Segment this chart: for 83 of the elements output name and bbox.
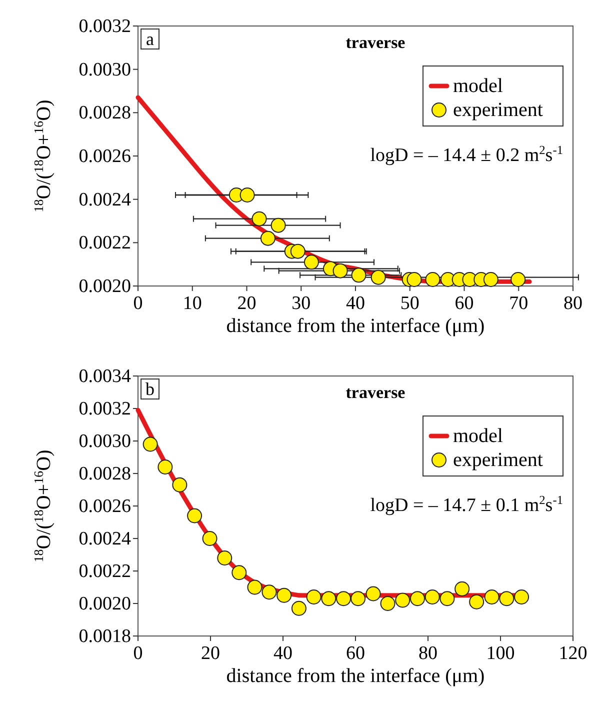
point — [424, 590, 440, 604]
x-axis-title: distance from the interface (μm) — [226, 315, 485, 337]
x-tick-label: 70 — [509, 293, 528, 314]
y-tick-label: 0.0032 — [78, 398, 131, 420]
x-tick-label: 60 — [346, 643, 365, 664]
point — [351, 268, 366, 283]
point — [247, 580, 262, 595]
y-tick-label: 0.0024 — [78, 189, 132, 210]
point — [262, 584, 277, 600]
point — [290, 244, 306, 259]
point — [321, 591, 336, 606]
x-tick-label: 20 — [201, 643, 220, 664]
point — [395, 592, 410, 608]
x-tick-label: 50 — [400, 293, 420, 314]
y-tick-label: 0.0018 — [78, 626, 131, 647]
legend-label: experiment — [453, 449, 544, 471]
point — [514, 590, 530, 604]
point — [469, 594, 484, 610]
point — [276, 588, 292, 603]
point — [406, 272, 422, 287]
y-tick-label: 0.0020 — [78, 594, 131, 614]
point — [336, 591, 352, 606]
annotation: b — [146, 379, 154, 399]
y-tick-label: 0.0026 — [78, 146, 131, 167]
point — [350, 591, 366, 606]
point — [304, 254, 319, 270]
point — [252, 211, 267, 226]
legend-label: model — [453, 75, 504, 97]
point — [240, 188, 255, 202]
x-tick-label: 60 — [454, 293, 474, 314]
point — [332, 263, 348, 278]
x-tick-label: 10 — [182, 293, 202, 314]
y-tick-label: 0.0026 — [78, 496, 131, 517]
x-tick-label: 80 — [564, 293, 582, 314]
y-tick-label: 0.0030 — [78, 59, 131, 80]
y-tick-label: 0.0028 — [78, 464, 131, 484]
point — [366, 586, 381, 602]
point — [217, 550, 232, 566]
y-tick-label: 0.0034 — [78, 366, 132, 387]
annotation: logD = – 14.7 ± 0.1 m$^{2}$s$^{-1}$ — [370, 493, 563, 516]
y-tick-label: 0.0032 — [78, 16, 131, 37]
x-tick-label: 20 — [237, 293, 256, 314]
x-tick-label: 100 — [486, 643, 515, 664]
point — [440, 591, 455, 606]
point — [410, 591, 425, 606]
point — [380, 596, 396, 611]
point — [483, 272, 498, 287]
y-tick-label: 0.0030 — [78, 431, 131, 452]
point — [291, 600, 306, 616]
x-axis-title: distance from the interface (μm) — [226, 665, 485, 687]
y-tick-label: 0.0022 — [78, 561, 131, 582]
point — [306, 590, 322, 604]
x-tick-label: 40 — [346, 293, 365, 314]
legend-label: experiment — [453, 99, 544, 121]
chart-title: traverse — [346, 33, 406, 52]
x-tick-label: 0 — [133, 643, 143, 664]
x-tick-label: 30 — [292, 293, 311, 314]
point — [484, 590, 500, 604]
annotation: a — [146, 29, 154, 49]
x-tick-label: 120 — [558, 643, 588, 664]
point — [232, 565, 247, 580]
y-tick-label: 0.0022 — [78, 232, 131, 254]
x-tick-label: 0 — [133, 293, 143, 314]
point — [425, 272, 440, 287]
legend-label: model — [453, 425, 504, 447]
point — [172, 477, 188, 492]
annotation: logD = – 14.4 ± 0.2 m$^{2}$s$^{-1}$ — [370, 143, 563, 166]
chart-title: traverse — [346, 383, 406, 402]
y-tick-label: 0.0028 — [78, 102, 131, 124]
point — [158, 460, 173, 474]
point — [454, 581, 470, 596]
x-tick-label: 80 — [418, 643, 438, 664]
point — [499, 591, 514, 606]
point — [142, 436, 158, 452]
point — [260, 230, 276, 246]
point — [187, 508, 202, 524]
point — [370, 270, 386, 285]
point — [510, 272, 526, 287]
y-tick-label: 0.0024 — [78, 528, 132, 550]
x-tick-label: 40 — [274, 643, 292, 664]
point — [202, 531, 218, 546]
y-tick-label: 0.0020 — [78, 276, 131, 297]
point — [270, 218, 286, 233]
